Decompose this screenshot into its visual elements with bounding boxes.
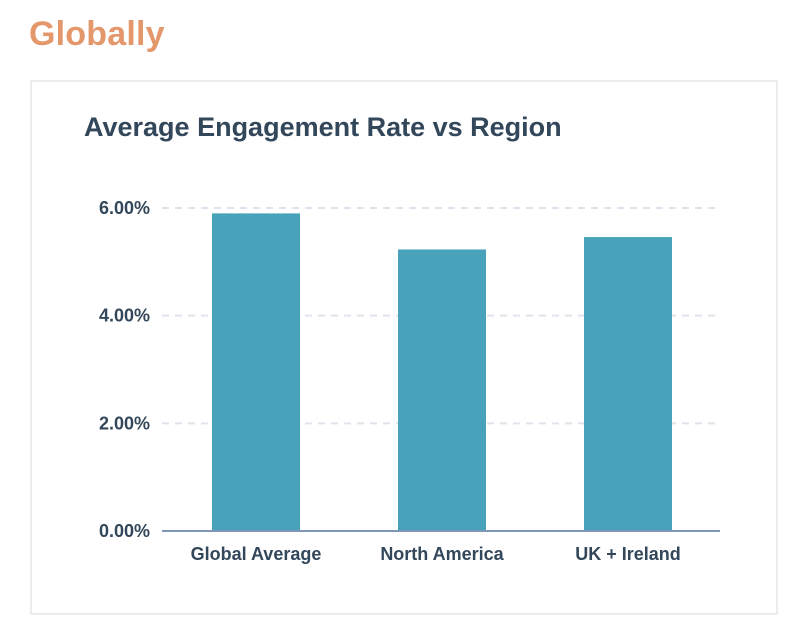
x-axis-category-labels: Global Average North America UK + Ireland	[191, 544, 681, 564]
bar	[584, 237, 672, 531]
x-category-label: UK + Ireland	[575, 544, 681, 564]
section-heading: Globally	[29, 15, 165, 53]
bar	[212, 213, 300, 531]
chart-title: Average Engagement Rate vs Region	[84, 112, 562, 142]
y-tick-label: 0.00%	[99, 521, 150, 541]
y-tick-label: 2.00%	[99, 413, 150, 433]
y-tick-label: 4.00%	[99, 306, 150, 326]
x-category-label: Global Average	[191, 544, 322, 564]
x-category-label: North America	[380, 544, 504, 564]
bars	[212, 213, 672, 531]
bar	[398, 249, 486, 531]
y-tick-label: 6.00%	[99, 198, 150, 218]
y-axis-tick-labels: 0.00% 2.00% 4.00% 6.00%	[99, 198, 150, 541]
